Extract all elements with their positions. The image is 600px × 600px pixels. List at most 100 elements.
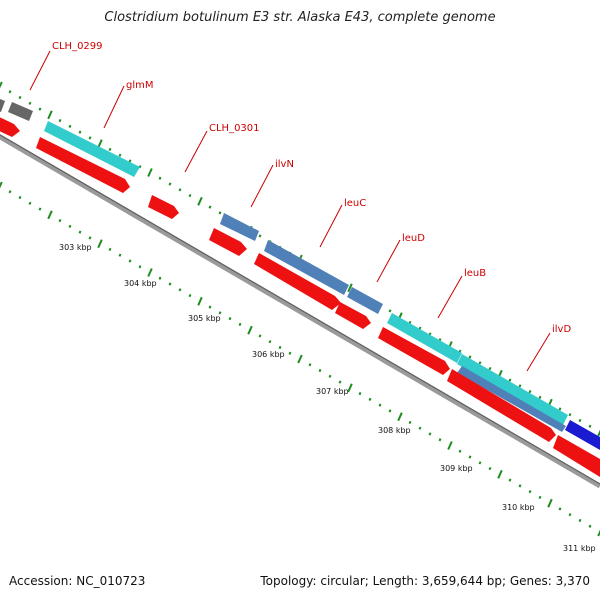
minor-tick <box>28 201 32 205</box>
gene-label-ilvD[interactable]: ilvD <box>552 324 571 335</box>
major-tick <box>97 239 103 249</box>
minor-tick <box>318 368 322 373</box>
minor-tick <box>218 311 222 315</box>
minor-tick <box>438 438 442 442</box>
kbp-label: 309 kbp <box>440 464 473 473</box>
minor-tick <box>88 236 92 240</box>
kbp-label: 308 kbp <box>378 426 411 435</box>
minor-tick <box>578 518 582 523</box>
minor-tick <box>328 374 332 378</box>
gene-downstream-blue[interactable] <box>565 420 600 450</box>
cds-track <box>0 115 600 477</box>
kbp-label: 306 kbp <box>252 350 285 359</box>
minor-tick <box>578 418 582 423</box>
gene-leuC[interactable] <box>264 240 349 295</box>
minor-tick <box>338 380 342 384</box>
major-tick <box>197 196 203 206</box>
minor-tick <box>128 259 132 263</box>
minor-tick <box>458 449 462 453</box>
major-tick <box>0 181 3 189</box>
accession-text: Accession: NC_010723 <box>9 574 146 588</box>
minor-tick <box>508 478 512 482</box>
minor-tick <box>8 190 12 194</box>
minor-tick <box>488 466 492 471</box>
minor-tick <box>38 207 42 211</box>
minor-tick <box>58 118 62 123</box>
gene-label-leuC[interactable]: leuC <box>344 198 366 209</box>
minor-tick <box>388 309 392 313</box>
minor-tick <box>258 234 262 238</box>
cds-arrow[interactable] <box>335 302 371 329</box>
minor-tick <box>258 334 262 338</box>
gene-label-glmM[interactable]: glmM <box>126 80 154 91</box>
minor-tick <box>558 507 562 511</box>
label-leaders <box>29 50 551 372</box>
minor-tick <box>588 524 592 528</box>
minor-tick <box>108 147 112 152</box>
minor-tick <box>138 265 142 269</box>
gene-ilvD-teal[interactable] <box>457 354 568 425</box>
major-tick <box>597 429 600 437</box>
major-tick <box>347 383 353 393</box>
major-tick <box>147 268 153 277</box>
minor-tick <box>178 188 182 192</box>
gene-unlabeled-grey[interactable] <box>8 102 33 121</box>
genome-summary-text: Topology: circular; Length: 3,659,644 bp… <box>260 574 590 588</box>
minor-tick <box>118 253 122 257</box>
minor-tick <box>588 424 592 428</box>
minor-tick <box>378 403 382 407</box>
major-tick <box>197 296 203 306</box>
major-tick <box>447 441 453 450</box>
minor-tick <box>68 224 72 228</box>
major-tick <box>47 210 53 220</box>
minor-tick <box>18 195 22 200</box>
minor-tick <box>558 407 562 411</box>
major-tick <box>147 168 153 177</box>
kbp-label: 304 kbp <box>124 279 157 288</box>
gene-ilvD-steel[interactable] <box>457 366 566 432</box>
minor-tick <box>368 397 372 401</box>
minor-tick <box>538 495 542 500</box>
cds-arrow[interactable] <box>378 327 450 375</box>
minor-tick <box>18 95 22 100</box>
gene-label-ilvN[interactable]: ilvN <box>275 159 294 170</box>
minor-tick <box>78 130 82 134</box>
cds-arrow[interactable] <box>254 253 341 310</box>
cds-arrow[interactable] <box>148 195 179 219</box>
minor-tick <box>168 182 172 186</box>
minor-tick <box>88 136 92 140</box>
cds-arrow[interactable] <box>0 115 20 137</box>
minor-tick <box>38 107 42 111</box>
minor-tick <box>108 247 112 252</box>
major-tick <box>347 283 353 293</box>
minor-tick <box>288 351 292 355</box>
minor-tick <box>568 513 572 517</box>
cds-arrow[interactable] <box>209 228 247 256</box>
cds-arrow[interactable] <box>36 137 130 193</box>
gene-leuD[interactable] <box>347 287 383 314</box>
gene-label-leuB[interactable]: leuB <box>464 268 486 279</box>
kbp-label: 307 kbp <box>316 387 349 396</box>
inner-tick-row <box>0 181 600 537</box>
map-title: Clostridium botulinum E3 str. Alaska E43… <box>104 10 496 25</box>
kbp-label: 310 kbp <box>502 503 535 512</box>
cds-arrow[interactable] <box>447 369 556 442</box>
minor-tick <box>128 159 132 163</box>
minor-tick <box>158 176 162 180</box>
minor-tick <box>518 484 522 488</box>
major-tick <box>597 529 600 537</box>
gene-glmM[interactable] <box>44 121 140 177</box>
gene-label-CLH_0301[interactable]: CLH_0301 <box>209 123 260 134</box>
minor-tick <box>188 293 192 298</box>
gene-leuB[interactable] <box>387 313 462 363</box>
minor-tick <box>188 193 192 198</box>
gene-ilvN[interactable] <box>220 213 259 241</box>
minor-tick <box>208 205 212 209</box>
gene-label-leuD[interactable]: leuD <box>402 233 425 244</box>
cds-arrow[interactable] <box>553 435 600 477</box>
major-tick <box>297 354 303 364</box>
minor-tick <box>528 390 532 394</box>
gene-CLH_0299-segment[interactable] <box>0 97 5 112</box>
gene-label-CLH_0299[interactable]: CLH_0299 <box>52 41 103 52</box>
